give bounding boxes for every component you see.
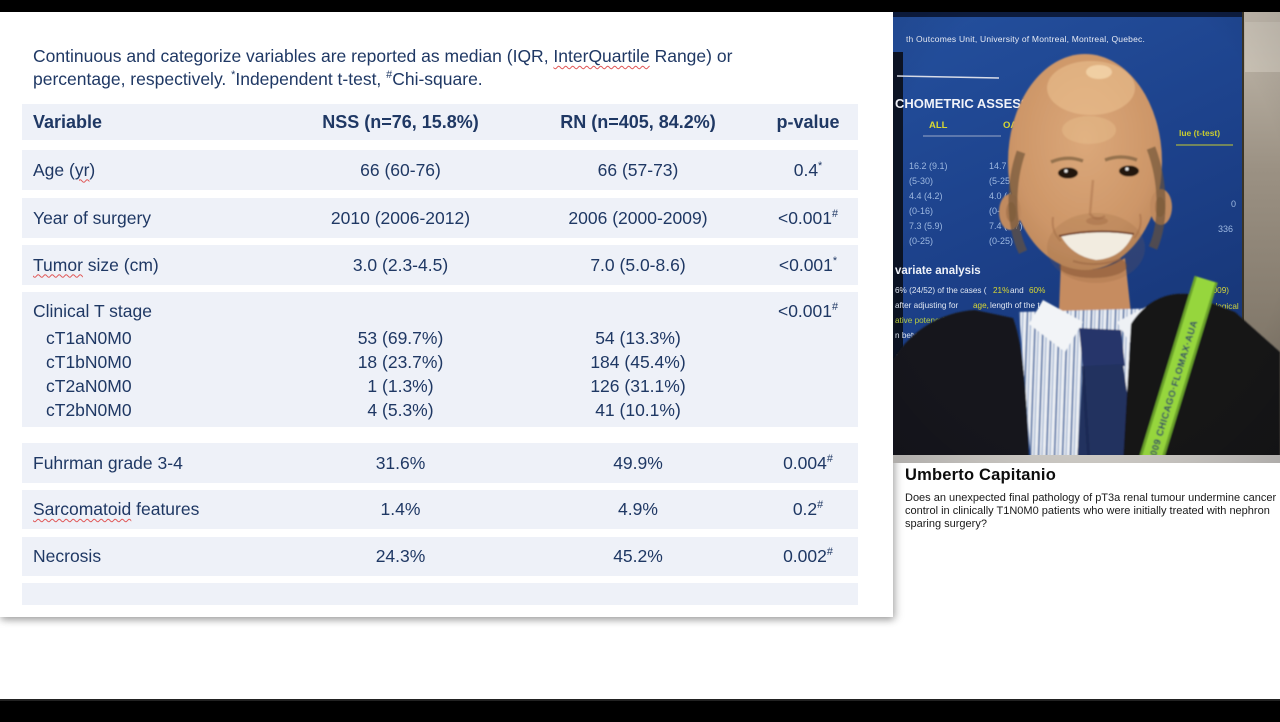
subrow-label: cT1bN0M0 [46, 351, 132, 372]
table-row-year: Year of surgery 2010 (2006-2012) 2006 (2… [22, 198, 858, 238]
speaker-photo: th Outcomes Unit, University of Montreal… [893, 12, 1280, 463]
p-value: 0.002 [783, 546, 827, 566]
cell-rn: 54 (13.3%) [595, 327, 681, 348]
p-value: <0.001 [777, 300, 832, 321]
cell-nss: 53 (69.7%) [357, 327, 444, 348]
cell-nss: 1.4% [380, 499, 421, 519]
p-superscript: # [831, 207, 839, 220]
cell-rn: 66 (57-73) [597, 159, 679, 180]
cell-nss: 4 (5.3%) [367, 399, 434, 420]
cell-rn: 184 (45.4%) [590, 351, 686, 372]
row-label: features [131, 499, 200, 519]
photo-vignette [893, 12, 1280, 463]
talk-title: Does an unexpected final pathology of pT… [905, 492, 1277, 530]
header-p-value: p-value [776, 111, 840, 132]
cell-p-value: <0.001# [758, 208, 858, 229]
table-subrow: cT2aN0M0 1 (1.3%) 126 (31.1%) [22, 374, 858, 398]
cell-p-value: 0.004# [758, 453, 858, 474]
header-nss: NSS (n=76, 15.8%) [322, 111, 479, 132]
p-value: 0.4 [793, 159, 819, 180]
p-superscript: # [831, 300, 839, 313]
table-row-tumor-size: Tumor size (cm) 3.0 (2.3-4.5) 7.0 (5.0-8… [22, 245, 858, 285]
table-row-clinical-t-stage: Clinical T stage <0.001# cT1aN0M0 53 (69… [22, 292, 858, 427]
row-label: Age ( [33, 159, 75, 180]
cell-p-value: 0.2# [758, 499, 858, 520]
cell-nss: 24.3% [375, 546, 426, 566]
cell-rn: 45.2% [613, 546, 663, 566]
cell-p-value: 0.4* [758, 160, 858, 181]
letterbox-bottom [0, 699, 1280, 722]
note-text: percentage, respectively. [33, 69, 232, 89]
note-wavy-word: InterQuartile [553, 46, 650, 66]
table-row-necrosis: Necrosis 24.3% 45.2% 0.002# [22, 537, 858, 576]
table-row-age: Age (yr) 66 (60-76) 66 (57-73) 0.4* [22, 150, 858, 190]
cell-nss: 1 (1.3%) [367, 375, 434, 396]
table-subrow: cT1aN0M0 53 (69.7%) 54 (13.3%) [22, 326, 858, 350]
cell-p-value: <0.001* [758, 255, 858, 276]
table-row-fuhrman: Fuhrman grade 3-4 31.6% 49.9% 0.004# [22, 443, 858, 483]
header-rn: RN (n=405, 84.2%) [560, 111, 716, 132]
p-superscript: # [817, 499, 824, 512]
subrow-label: cT1aN0M0 [46, 327, 132, 348]
row-label: size (cm) [82, 254, 159, 275]
cell-p-value: 0.002# [758, 546, 858, 567]
table-empty-band [22, 583, 858, 605]
p-superscript: * [832, 254, 838, 267]
p-value: 0.2 [792, 499, 818, 519]
row-label-wavy: yr [74, 159, 90, 180]
cell-nss: 31.6% [375, 452, 426, 473]
row-label: Year of surgery [33, 207, 152, 228]
row-label-wavy: Tumor [33, 254, 83, 275]
p-value: <0.001 [778, 254, 833, 275]
row-label-wavy: Sarcomatoid [33, 499, 132, 519]
header-variable: Variable [33, 111, 103, 132]
note-text: Range) or [649, 46, 733, 66]
row-label: ) [89, 159, 96, 180]
table-subrow: cT1bN0M0 18 (23.7%) 184 (45.4%) [22, 350, 858, 374]
note-text: Continuous and categorize variables are … [33, 46, 554, 66]
letterbox-top [0, 0, 1280, 13]
cell-nss: 3.0 (2.3-4.5) [352, 254, 449, 275]
p-value: <0.001 [777, 207, 832, 228]
p-superscript: * [818, 159, 823, 172]
slide-note: Continuous and categorize variables are … [33, 45, 869, 91]
cell-rn: 49.9% [613, 452, 663, 473]
cell-rn: 4.9% [618, 499, 658, 519]
note-text: Independent t-test, [235, 69, 387, 89]
cell-nss: 18 (23.7%) [357, 351, 444, 372]
p-value: 0.004 [783, 452, 827, 473]
cell-nss: 2010 (2006-2012) [330, 207, 471, 228]
table-header-row: Variable NSS (n=76, 15.8%) RN (n=405, 84… [22, 104, 858, 140]
asterisk-superscript: * [231, 69, 236, 82]
speaker-name: Umberto Capitanio [905, 466, 1056, 484]
row-label: Necrosis [33, 546, 102, 566]
cell-rn: 7.0 (5.0-8.6) [590, 254, 686, 275]
group-label: Clinical T stage [33, 300, 152, 321]
cell-rn: 41 (10.1%) [595, 399, 681, 420]
p-superscript: # [826, 546, 833, 559]
table-row-sarcomatoid: Sarcomatoid features 1.4% 4.9% 0.2# [22, 490, 858, 529]
p-superscript: # [826, 452, 833, 465]
row-label: Fuhrman grade 3-4 [33, 452, 183, 473]
table-subrow: cT2bN0M0 4 (5.3%) 41 (10.1%) [22, 398, 858, 422]
speaker-caption: Umberto Capitanio Does an unexpected fin… [905, 466, 1280, 531]
presentation-slide: Continuous and categorize variables are … [0, 12, 893, 617]
cell-rn: 126 (31.1%) [590, 375, 686, 396]
cell-rn: 2006 (2000-2009) [568, 207, 708, 228]
speaker-photo-canvas: th Outcomes Unit, University of Montreal… [893, 12, 1280, 463]
variables-table: Variable NSS (n=76, 15.8%) RN (n=405, 84… [22, 104, 858, 605]
note-text: Chi-square. [392, 69, 483, 89]
cell-nss: 66 (60-76) [360, 159, 441, 180]
hash-superscript: # [386, 69, 393, 82]
subrow-label: cT2bN0M0 [46, 399, 132, 420]
subrow-label: cT2aN0M0 [46, 375, 132, 396]
cell-p-value: <0.001# [758, 301, 858, 322]
